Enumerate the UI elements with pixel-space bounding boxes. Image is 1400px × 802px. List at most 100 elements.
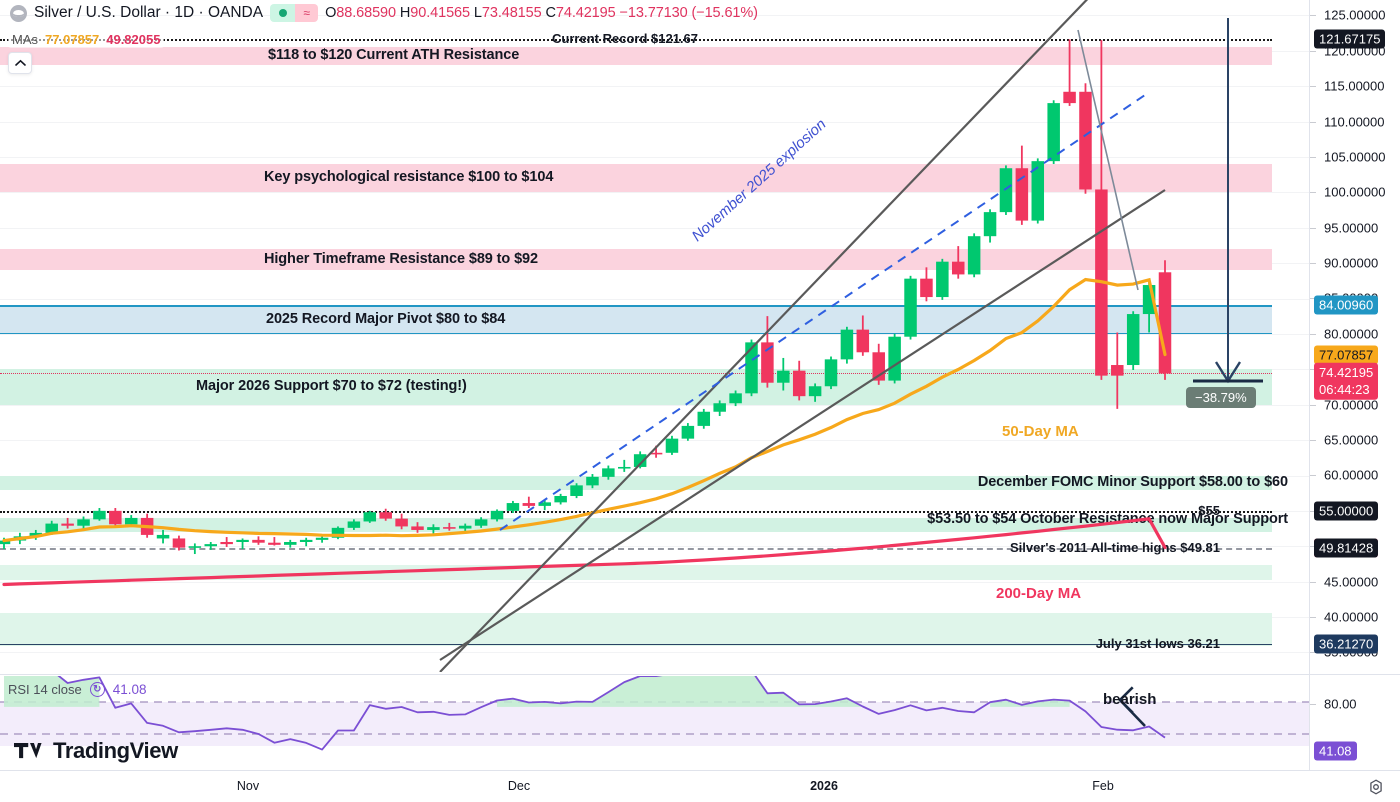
candle-body[interactable] [538, 502, 551, 506]
candle-body[interactable] [729, 393, 742, 404]
candle-body[interactable] [0, 540, 11, 545]
candle-body[interactable] [427, 527, 440, 530]
candle-body[interactable] [299, 539, 313, 542]
price-axis-label[interactable]: 36.21270 [1314, 634, 1379, 654]
candle-body[interactable] [570, 485, 583, 496]
candle-body[interactable] [331, 527, 345, 538]
price-zone[interactable] [0, 369, 1272, 405]
candle-body[interactable] [490, 510, 504, 520]
level-line[interactable] [0, 373, 1272, 375]
candle-body[interactable] [681, 425, 695, 439]
candle-body[interactable] [506, 503, 520, 511]
level-line[interactable] [0, 38, 1272, 41]
candle-body[interactable] [1126, 314, 1140, 366]
price-axis-label[interactable]: 84.00960 [1314, 295, 1379, 315]
candle-body[interactable] [792, 370, 806, 397]
candle-body[interactable] [1031, 161, 1045, 221]
collapse-legend-button[interactable] [8, 52, 32, 74]
trendline-upper[interactable] [439, 0, 1125, 672]
candle-body[interactable] [284, 541, 297, 545]
candle-body[interactable] [156, 534, 170, 539]
level-line[interactable] [0, 643, 1272, 645]
price-axis-label[interactable]: 121.67175 [1314, 29, 1386, 49]
candle-body[interactable] [665, 438, 679, 453]
candle-body[interactable] [172, 538, 186, 548]
candle-body[interactable] [1063, 91, 1076, 104]
candle-body[interactable] [1158, 272, 1172, 374]
time-axis[interactable]: Nov Dec 2026 Feb [0, 770, 1400, 802]
candle-body[interactable] [904, 278, 917, 337]
candle-body[interactable] [1111, 365, 1124, 376]
candle-body[interactable] [395, 518, 408, 527]
price-zone[interactable] [0, 564, 1272, 581]
candle-body[interactable] [268, 542, 281, 545]
candle-body[interactable] [77, 519, 90, 526]
candle-body[interactable] [220, 541, 233, 545]
candle-body[interactable] [204, 544, 218, 547]
price-zone[interactable] [0, 517, 1272, 532]
rsi-legend[interactable]: RSI 14 close ↻ 41.08 [8, 682, 147, 697]
candle-body[interactable] [745, 342, 758, 394]
candle-body[interactable] [856, 329, 870, 353]
candle-body[interactable] [1047, 103, 1060, 162]
candle-body[interactable] [93, 510, 106, 520]
candle-body[interactable] [618, 466, 631, 469]
candle-body[interactable] [554, 495, 567, 503]
candle-body[interactable] [602, 468, 615, 477]
gear-icon[interactable] [1368, 779, 1384, 795]
symbol-title[interactable]: Silver / U.S. Dollar · 1D · OANDA [34, 4, 264, 21]
status-badges[interactable]: ≈ [270, 4, 319, 22]
candle-body[interactable] [61, 523, 74, 526]
candle-body[interactable] [1015, 168, 1029, 221]
candle-body[interactable] [888, 336, 901, 381]
refresh-icon[interactable]: ↻ [89, 682, 105, 697]
ma-legend[interactable]: MAs 77.07857 49.82055 [8, 31, 165, 48]
price-axis-label[interactable]: 74.42195 06:44:23 [1314, 363, 1379, 400]
price-axis-label[interactable]: 77.07857 [1314, 345, 1379, 365]
candle-body[interactable] [443, 527, 456, 529]
price-zone[interactable] [0, 305, 1272, 334]
candle-body[interactable] [777, 370, 790, 383]
candle-body[interactable] [713, 403, 726, 412]
price-zone[interactable] [0, 475, 1272, 490]
candle-body[interactable] [983, 212, 997, 237]
price-zone[interactable] [0, 47, 1272, 65]
candle-body[interactable] [522, 503, 536, 506]
candle-body[interactable] [840, 329, 854, 360]
candle-body[interactable] [824, 359, 838, 387]
candle-body[interactable] [951, 261, 965, 275]
candle-body[interactable] [633, 454, 647, 467]
candle-body[interactable] [363, 512, 377, 522]
candle-body[interactable] [188, 546, 202, 548]
candle-body[interactable] [379, 512, 392, 519]
symbol-legend[interactable]: Silver / U.S. Dollar · 1D · OANDA ≈ O88.… [10, 4, 758, 22]
trendline-lower[interactable] [439, 189, 1166, 661]
candle-body[interactable] [761, 342, 774, 383]
candle-body[interactable] [124, 517, 138, 525]
rsi-axis[interactable]: 80.00 41.08 [1310, 676, 1400, 770]
candle-body[interactable] [252, 539, 265, 543]
candle-body[interactable] [45, 523, 58, 533]
candle-body[interactable] [649, 452, 663, 455]
candle-body[interactable] [347, 521, 361, 528]
measure-tool[interactable] [1193, 18, 1263, 384]
level-line[interactable] [0, 547, 1272, 550]
trendline-dashed-mid[interactable] [499, 94, 1146, 531]
candle-body[interactable] [586, 476, 599, 486]
candle-body[interactable] [808, 386, 822, 397]
candle-body[interactable] [1079, 91, 1092, 190]
price-zone[interactable] [0, 612, 1272, 647]
trendline-breakdown[interactable] [1077, 29, 1139, 291]
rsi-pane[interactable]: RSI 14 close ↻ 41.08 bearish [0, 676, 1310, 770]
main-price-pane[interactable]: $118 to $120 Current ATH Resistance Key p… [0, 0, 1310, 672]
candle-body[interactable] [29, 532, 43, 537]
price-axis-label[interactable]: 49.81428 [1314, 538, 1379, 558]
candle-body[interactable] [411, 526, 424, 530]
pivot-level-line[interactable] [0, 305, 1272, 308]
candle-body[interactable] [697, 411, 711, 426]
price-zone[interactable] [0, 164, 1272, 193]
candle-body[interactable] [109, 510, 122, 525]
candle-body[interactable] [315, 537, 329, 540]
candle-body[interactable] [474, 519, 488, 526]
pane-separator[interactable] [0, 674, 1400, 675]
